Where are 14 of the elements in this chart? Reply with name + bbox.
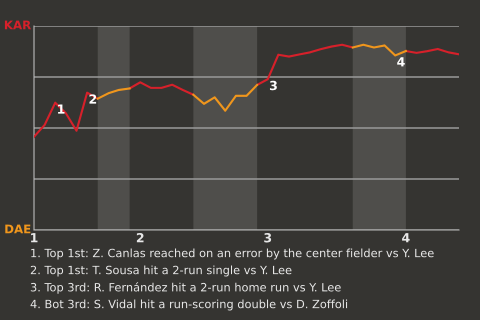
text: 4. Bot 3rd: S. Vidal hit a run-scoring double vs D. Zoffoli xyxy=(30,299,348,311)
annotation: 2 xyxy=(90,94,96,104)
text: 2. Top 1st: T. Sousa hit a 2-run single vs Y. Lee xyxy=(30,265,292,277)
x-tick-label: 1 xyxy=(31,233,38,242)
x-tick-label: 3 xyxy=(264,233,272,242)
annotation: 1 xyxy=(58,104,64,114)
annotation: 3 xyxy=(270,80,277,90)
text: 1. Top 1st: Z. Canlas reached on an error by the center fielder vs Y. Lee xyxy=(31,248,434,260)
x-tick-label: 4 xyxy=(402,233,410,242)
x-tick-label: 2 xyxy=(136,233,144,242)
text: 3. Top 3rd: R. Fernández hit a 2-run home run vs Y. Lee xyxy=(30,282,341,294)
text: KAR xyxy=(4,20,31,30)
annotation: 4 xyxy=(397,57,405,66)
text: DAE xyxy=(5,224,30,234)
